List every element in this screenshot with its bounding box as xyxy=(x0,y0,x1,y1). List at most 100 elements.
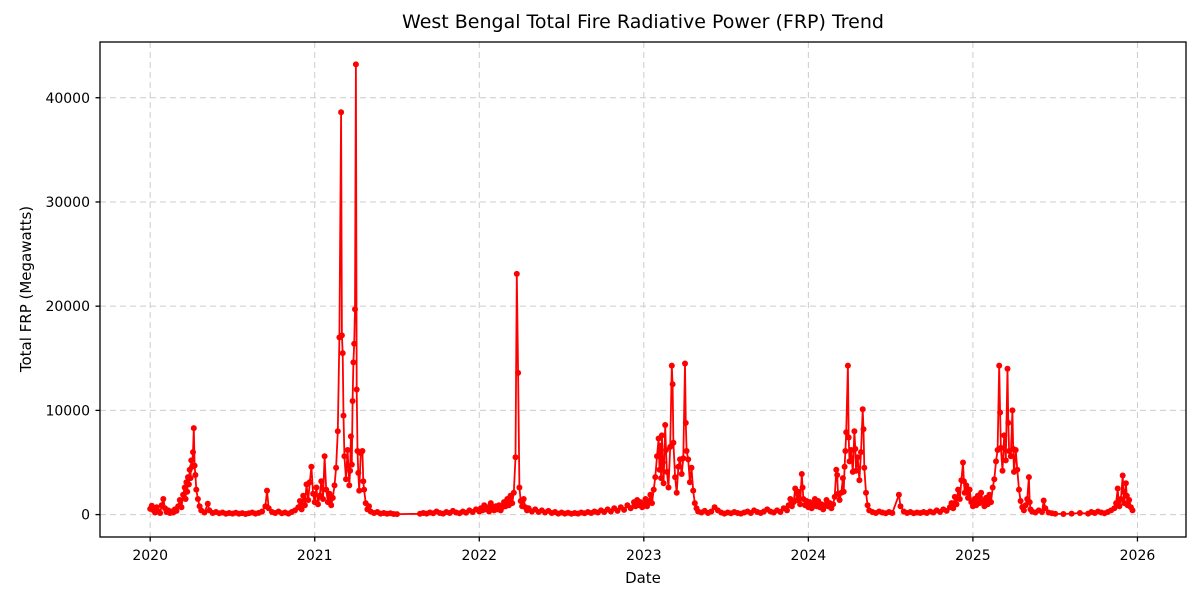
data-point xyxy=(339,350,346,357)
data-point xyxy=(680,455,687,462)
frp-line xyxy=(149,63,1134,515)
data-point xyxy=(190,449,196,456)
x-tick-label: 2023 xyxy=(626,548,662,564)
data-point xyxy=(334,428,341,435)
data-point xyxy=(672,474,679,481)
data-point xyxy=(320,496,326,502)
data-point xyxy=(844,362,851,369)
data-point xyxy=(1017,498,1024,504)
data-point xyxy=(836,497,843,503)
data-point xyxy=(839,475,846,482)
data-point xyxy=(185,481,192,488)
data-point xyxy=(795,488,802,495)
data-point xyxy=(644,503,651,510)
data-point xyxy=(854,454,861,461)
data-point xyxy=(204,500,211,507)
data-point xyxy=(301,502,308,509)
data-point xyxy=(997,444,1004,451)
plot-border xyxy=(99,41,1187,538)
data-point xyxy=(662,422,669,428)
data-point xyxy=(663,468,670,475)
data-point xyxy=(956,496,963,502)
data-point xyxy=(1052,510,1059,517)
data-point xyxy=(188,457,195,464)
data-point xyxy=(315,501,321,508)
data-point xyxy=(675,463,682,470)
data-point xyxy=(1002,457,1009,464)
data-point xyxy=(355,469,362,476)
data-point xyxy=(678,471,685,477)
data-point xyxy=(663,447,669,453)
data-point xyxy=(863,489,869,496)
data-point xyxy=(889,510,896,516)
data-point xyxy=(1126,497,1133,503)
data-point xyxy=(852,445,859,452)
data-point xyxy=(359,448,366,454)
data-point xyxy=(1004,365,1011,372)
data-point xyxy=(951,493,958,500)
data-point xyxy=(310,490,317,497)
data-point xyxy=(864,502,871,509)
data-point xyxy=(686,479,693,486)
data-point xyxy=(1111,505,1118,512)
data-point xyxy=(338,109,345,116)
data-point xyxy=(352,61,359,68)
data-point xyxy=(184,488,191,495)
data-point xyxy=(190,425,197,432)
data-point xyxy=(784,507,790,514)
data-point xyxy=(1022,502,1029,509)
data-point xyxy=(296,498,303,504)
data-point xyxy=(960,459,966,466)
data-point xyxy=(331,482,338,489)
data-point xyxy=(708,508,715,515)
data-point xyxy=(173,507,180,514)
data-point xyxy=(953,501,960,508)
data-point xyxy=(861,464,868,471)
data-point xyxy=(323,486,330,493)
data-point xyxy=(343,476,349,483)
data-point xyxy=(950,505,957,512)
data-point xyxy=(1005,419,1012,426)
data-point xyxy=(1016,486,1022,493)
data-point xyxy=(264,487,270,494)
data-point xyxy=(991,476,998,483)
data-point xyxy=(520,496,527,502)
data-point xyxy=(356,487,363,494)
data-point xyxy=(649,500,655,507)
data-point xyxy=(853,467,860,474)
data-point xyxy=(842,448,849,454)
data-point xyxy=(313,484,320,491)
x-tick-label: 2021 xyxy=(297,548,333,564)
x-tick-label: 2020 xyxy=(132,548,168,564)
data-point xyxy=(627,505,634,512)
data-point xyxy=(688,464,695,471)
data-point xyxy=(798,471,805,477)
data-point xyxy=(305,497,312,503)
data-point xyxy=(182,496,189,502)
y-tick-label: 30000 xyxy=(45,195,90,211)
chart-title: West Bengal Total Fire Radiative Power (… xyxy=(402,11,884,33)
data-point xyxy=(326,490,333,497)
data-point xyxy=(352,306,358,313)
data-point xyxy=(654,453,660,460)
data-point xyxy=(1012,447,1019,453)
data-point xyxy=(843,429,850,436)
data-point xyxy=(509,500,516,507)
data-point xyxy=(347,467,354,474)
data-point xyxy=(650,486,657,493)
data-point xyxy=(897,503,904,510)
data-point xyxy=(846,458,853,465)
data-point xyxy=(856,477,863,484)
data-point xyxy=(652,474,659,481)
data-point xyxy=(348,461,355,468)
data-point xyxy=(858,449,864,456)
data-point xyxy=(660,480,667,487)
data-point xyxy=(1014,466,1021,473)
data-point xyxy=(1040,497,1047,504)
data-point xyxy=(394,511,400,518)
data-point xyxy=(512,454,519,461)
data-point xyxy=(351,340,358,347)
data-point xyxy=(1020,507,1027,514)
data-point xyxy=(353,386,360,393)
data-point xyxy=(963,482,970,489)
